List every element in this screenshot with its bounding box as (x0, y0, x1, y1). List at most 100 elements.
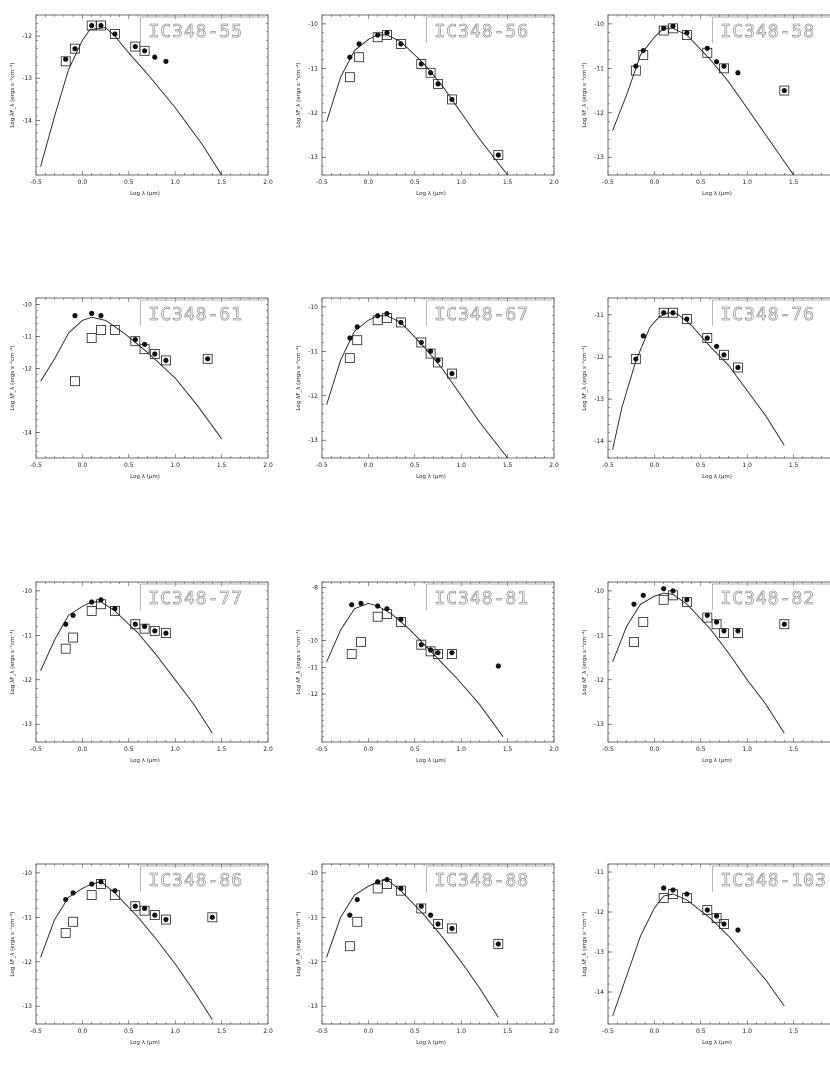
filled-circle-point (640, 592, 646, 598)
sed-plot: -0.5 0.0 0.5 1.0 1.5 2.0 -12 -13 -14 Log λ (μm) Lo… (9, 14, 273, 197)
open-square-point (395, 38, 406, 49)
filled-circle-point (63, 621, 69, 627)
open-square-point (416, 639, 427, 650)
filled-circle-point (98, 879, 104, 885)
filled-circle-point (152, 351, 158, 357)
object-label: IC348-82 (720, 588, 815, 609)
open-square-point (416, 58, 427, 69)
filled-circle-point (398, 885, 404, 892)
open-square-point (372, 883, 383, 894)
object-label: IC348-86 (148, 870, 243, 891)
open-square-point (638, 617, 649, 627)
open-square-point (130, 336, 141, 347)
y-tick-label: -11 (308, 664, 318, 671)
open-square-point (96, 20, 106, 31)
x-tick-label: 1.5 (789, 462, 799, 469)
open-square-point (139, 45, 150, 56)
x-tick-label: 1.0 (742, 1028, 752, 1035)
open-square-point (630, 354, 641, 364)
filled-circle-point (713, 343, 720, 350)
open-square-point (68, 916, 79, 927)
sed-plot: -0.5 0.0 0.5 1.0 1.5 2.0 -8 -10 -11 -12 Log λ (μm)… (295, 581, 559, 764)
filled-circle-point (661, 25, 667, 31)
filled-circle-point (349, 602, 355, 608)
open-square-point (70, 376, 80, 387)
filled-circle-point (398, 616, 404, 622)
object-label: IC348-56 (434, 21, 529, 42)
filled-circle-point (435, 921, 441, 927)
filled-circle-point (713, 59, 720, 65)
filled-circle-point (98, 22, 104, 29)
x-axis-label: Log λ (μm) (702, 1040, 732, 1046)
y-axis-label: Log λF_λ (ergs s⁻¹cm⁻²) (295, 911, 302, 976)
object-label: IC348-88 (434, 870, 529, 891)
x-axis-label: Log λ (μm) (416, 474, 446, 480)
open-square-point (86, 890, 97, 901)
filled-circle-point (347, 335, 353, 341)
open-square-point (779, 85, 790, 96)
x-tick-label: -0.5 (602, 746, 614, 753)
open-square-point (629, 637, 639, 647)
y-tick-label: -11 (594, 312, 604, 319)
open-square-point (96, 325, 106, 335)
x-tick-label: 1.0 (742, 462, 752, 469)
x-tick-label: 2.0 (549, 1028, 559, 1035)
y-tick-label: -12 (594, 110, 604, 117)
x-axis-label: Log λ (μm) (416, 758, 446, 764)
filled-circle-point (735, 927, 741, 933)
x-tick-label: 1.0 (742, 746, 752, 753)
x-tick-label: 0.5 (124, 462, 134, 469)
open-square-point (433, 649, 443, 659)
x-tick-label: 2.0 (263, 462, 273, 469)
y-tick-label: -10 (22, 301, 32, 308)
filled-circle-point (132, 621, 138, 627)
x-tick-label: 0.5 (410, 462, 420, 469)
sed-panel: -0.5 0.0 0.5 1.0 1.5 2.0 -10 -11 -12 -14 Log λ (μm… (6, 283, 276, 513)
plot-frame (607, 297, 830, 459)
filled-circle-point (721, 352, 727, 358)
open-square-point (425, 67, 436, 78)
y-axis-label: Log λF_λ (ergs s⁻¹cm⁻²) (295, 629, 302, 694)
open-square-point (344, 72, 355, 83)
x-tick-label: 1.0 (170, 746, 180, 753)
filled-circle-point (89, 22, 95, 29)
open-square-point (109, 29, 120, 39)
sed-panel: -0.5 0.0 0.5 1.0 1.5 2.0 -10 -11 -12 -13 Log λ (μm… (6, 567, 276, 797)
open-square-point (352, 916, 363, 927)
x-tick-label: 0.0 (650, 179, 660, 186)
filled-circle-point (70, 890, 76, 896)
x-tick-label: 0.0 (78, 746, 88, 753)
y-tick-label: -13 (594, 154, 604, 161)
filled-circle-point (141, 905, 148, 912)
filled-circle-point (163, 630, 169, 636)
x-tick-label: 1.0 (170, 1028, 180, 1035)
open-square-point (346, 649, 357, 659)
model-curve (612, 893, 785, 1017)
sed-plot: -0.5 0.0 0.5 1.0 1.5 2.0 -10 -11 -12 -13 Log λ (μm… (295, 863, 559, 1046)
open-square-point (202, 353, 213, 364)
x-tick-label: 0.5 (124, 1028, 134, 1035)
filled-circle-point (358, 600, 364, 606)
filled-circle-point (418, 903, 424, 909)
x-axis-label: Log λ (μm) (702, 758, 732, 764)
filled-circle-point (132, 903, 138, 909)
filled-circle-point (684, 30, 690, 36)
x-tick-label: 1.5 (503, 179, 513, 186)
object-label: IC348-77 (148, 588, 243, 609)
filled-circle-point (375, 32, 381, 38)
x-tick-label: 2.0 (263, 179, 273, 186)
y-tick-label: -12 (22, 33, 32, 40)
y-tick-label: -8 (312, 584, 318, 591)
y-tick-label: -10 (308, 304, 318, 311)
filled-circle-point (427, 348, 434, 354)
x-tick-label: -0.5 (602, 462, 614, 469)
filled-circle-point (384, 876, 390, 883)
x-axis-label: Log λ (μm) (130, 1040, 160, 1046)
sed-plot: -0.5 0.0 0.5 1.0 1.5 2.0 -10 -11 -12 -13 Log λ (μm… (9, 863, 273, 1046)
filled-circle-point (449, 925, 455, 932)
x-tick-label: 0.0 (78, 1028, 88, 1035)
y-tick-label: -13 (594, 949, 604, 956)
object-label: IC348-67 (434, 304, 529, 325)
sed-panel: -0.5 0.0 0.5 1.0 1.5 2.0 -10 -11 -12 -13 Log λ (μm… (6, 849, 276, 1079)
y-tick-label: -11 (594, 65, 604, 72)
